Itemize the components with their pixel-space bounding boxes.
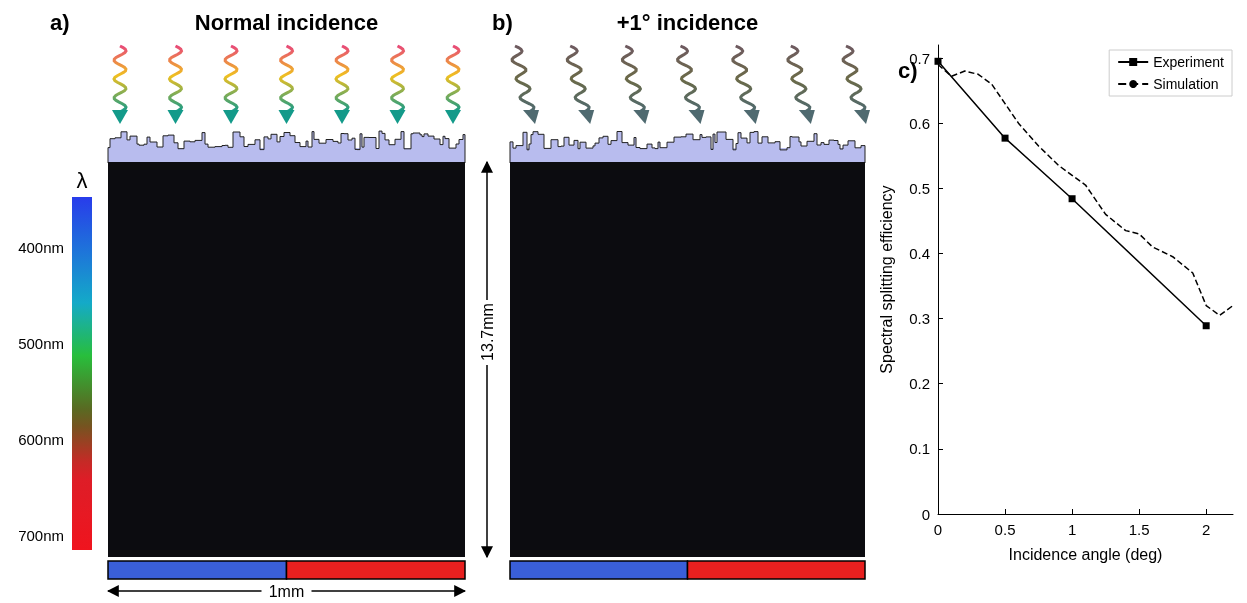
svg-text:0.2: 0.2: [909, 375, 930, 392]
svg-text:700nm: 700nm: [18, 527, 64, 544]
svg-text:a): a): [50, 10, 70, 35]
svg-text:λ: λ: [77, 168, 88, 193]
svg-text:1.5: 1.5: [1129, 521, 1150, 538]
html-text:c): c): [898, 58, 918, 83]
svg-text:Normal incidence: Normal incidence: [195, 10, 378, 35]
svg-text:+1° incidence: +1° incidence: [617, 10, 758, 35]
svg-text:500nm: 500nm: [18, 335, 64, 352]
svg-text:2: 2: [1202, 521, 1210, 538]
svg-text:0: 0: [934, 521, 942, 538]
svg-text:0.3: 0.3: [909, 310, 930, 327]
svg-text:400nm: 400nm: [18, 239, 64, 256]
svg-text:0.5: 0.5: [909, 180, 930, 197]
svg-text:13.7mm: 13.7mm: [479, 303, 496, 361]
svg-text:0.1: 0.1: [909, 440, 930, 457]
svg-text:0.7: 0.7: [909, 49, 930, 67]
svg-text:0.6: 0.6: [909, 115, 930, 132]
svg-text:Incidence angle (deg): Incidence angle (deg): [1009, 546, 1163, 563]
svg-text:Spectral splitting efficiency: Spectral splitting efficiency: [878, 185, 895, 373]
svg-text:0.5: 0.5: [995, 521, 1016, 538]
svg-text:0: 0: [922, 506, 930, 523]
svg-text:1: 1: [1068, 521, 1076, 538]
svg-text:b): b): [492, 10, 513, 35]
svg-text:Experiment: Experiment: [1153, 54, 1224, 70]
svg-text:Simulation: Simulation: [1153, 76, 1218, 92]
svg-text:1mm: 1mm: [269, 583, 305, 600]
svg-text:0.4: 0.4: [909, 245, 930, 262]
svg-text:600nm: 600nm: [18, 431, 64, 448]
